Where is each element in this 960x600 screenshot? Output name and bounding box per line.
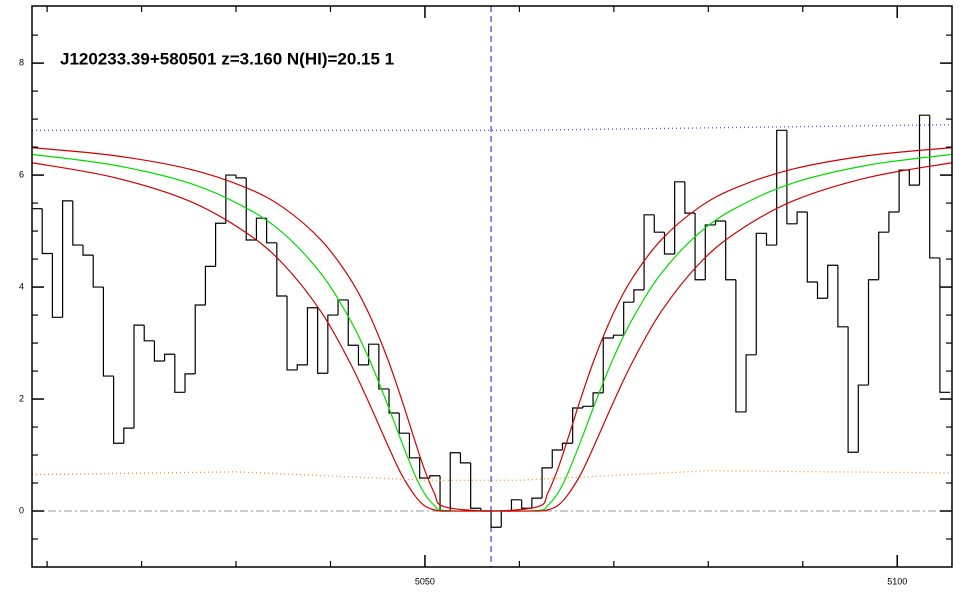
histogram-step (633, 289, 645, 303)
histogram-step (837, 265, 849, 328)
histogram-step (470, 462, 481, 509)
histogram-step (317, 307, 328, 374)
histogram-step (612, 334, 624, 339)
histogram-step (878, 231, 889, 280)
histogram-step (561, 442, 573, 450)
histogram-step (419, 457, 430, 479)
histogram-step (704, 224, 716, 280)
histogram-step (776, 129, 787, 246)
histogram-step (378, 344, 390, 390)
histogram-step (357, 345, 369, 366)
histogram-step (918, 114, 930, 186)
histogram-step (929, 115, 940, 259)
histogram-step (592, 392, 604, 407)
histogram-step (388, 388, 400, 414)
histogram-step (72, 200, 84, 246)
histogram-step (816, 282, 828, 299)
histogram-step (41, 208, 53, 255)
histogram-step (153, 340, 165, 362)
histogram-step (215, 222, 226, 267)
histogram-step (653, 214, 665, 233)
histogram-step (541, 467, 553, 499)
histogram-step (663, 232, 675, 255)
histogram-step (796, 211, 808, 224)
histogram-step (92, 255, 104, 288)
y-tick-label: 8 (19, 57, 24, 67)
histogram-step (694, 213, 706, 281)
histogram-step (572, 407, 583, 444)
histogram-step (786, 130, 798, 225)
histogram-step (276, 242, 288, 297)
histogram-step (347, 299, 359, 346)
histogram-step (827, 264, 838, 299)
chart-title: J120233.39+580501 z=3.160 N(HI)=20.15 1 (60, 49, 394, 68)
histogram-step (327, 314, 339, 374)
histogram-step (867, 279, 879, 386)
histogram-step (398, 413, 410, 434)
histogram-step (204, 265, 216, 305)
histogram-step (888, 211, 900, 233)
histogram-step (82, 245, 94, 256)
histogram-step (847, 326, 859, 453)
histogram-step (582, 405, 594, 408)
histogram-step (551, 449, 563, 468)
histogram-step (225, 174, 237, 224)
histogram-step (143, 325, 155, 342)
histogram-step (408, 433, 420, 459)
histogram-step (449, 452, 461, 512)
histogram-step (643, 214, 655, 290)
histogram-step (133, 324, 145, 429)
histogram-step (806, 212, 818, 283)
histogram-step (296, 364, 308, 370)
histogram-step (266, 218, 277, 244)
histogram-step (184, 373, 196, 393)
y-tick-label: 0 (19, 505, 24, 515)
y-tick-label: 2 (19, 393, 24, 403)
histogram-step (113, 376, 124, 444)
histogram-step (51, 253, 63, 318)
histogram-step (623, 301, 634, 336)
histogram-step (765, 233, 777, 246)
histogram-step (245, 177, 257, 241)
histogram-step (194, 304, 206, 374)
histogram-step (174, 354, 186, 393)
model-curve (32, 162, 952, 512)
y-tick-label: 4 (19, 281, 24, 291)
x-tick-label: 5100 (887, 576, 907, 586)
histogram-step (510, 499, 522, 512)
histogram-step (531, 497, 543, 509)
histogram-step (755, 232, 767, 355)
histogram-step (286, 296, 298, 371)
x-tick-label: 5050 (415, 576, 435, 586)
histogram-step (429, 475, 441, 478)
histogram-step (745, 354, 757, 412)
histogram-step (123, 427, 135, 444)
histogram-step (62, 200, 73, 318)
histogram-step (164, 353, 175, 361)
histogram-step (857, 384, 869, 453)
histogram-step (235, 175, 247, 179)
histogram-step (490, 511, 502, 528)
histogram-step (908, 170, 920, 186)
histogram-step (102, 287, 114, 377)
y-tick-label: 6 (19, 169, 24, 179)
histogram-step (674, 181, 685, 255)
dotted-curve (32, 470, 952, 481)
histogram-step (735, 279, 747, 413)
histogram-step (459, 452, 471, 464)
histogram-step (939, 257, 951, 393)
histogram-step (306, 307, 318, 365)
